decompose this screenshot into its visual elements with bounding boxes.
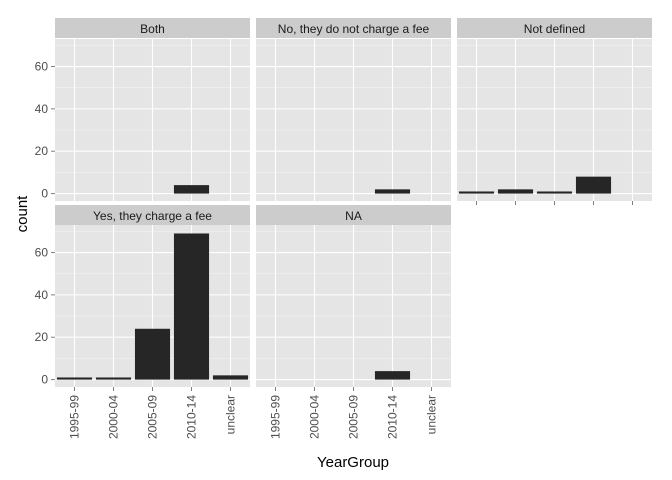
facet-strip-label: Yes, they charge a fee [93, 209, 212, 223]
y-tick-label: 20 [35, 144, 49, 158]
x-tick-label: 2005-09 [347, 395, 361, 439]
facet-panels: Both No, they do not charge a fee Not defi… [55, 18, 652, 387]
bar [374, 189, 411, 194]
x-tick-label: 2000-04 [308, 395, 322, 439]
facet-panel: Yes, they charge a fee [55, 205, 250, 387]
facet-panel: Not defined [457, 18, 652, 201]
facet-strip-label: Not defined [524, 22, 585, 36]
bar [173, 185, 210, 194]
x-tick-label: 1995-99 [68, 395, 82, 439]
y-tick-label: 40 [35, 288, 49, 302]
bar [458, 191, 495, 194]
facet-strip-label: NA [345, 209, 362, 223]
bar [173, 233, 210, 380]
bar [134, 328, 171, 380]
x-tick-label: 1995-99 [269, 395, 283, 439]
facet-strip [256, 205, 451, 225]
x-tick-label: unclear [425, 395, 439, 434]
y-tick-label: 60 [35, 246, 49, 260]
x-tick-label: 2005-09 [146, 395, 160, 439]
y-tick-label: 60 [35, 60, 49, 74]
y-tick-label: 40 [35, 102, 49, 116]
facet-panel: No, they do not charge a fee [256, 18, 451, 201]
x-axes: 1995-99 2000-04 2005-09 2010-14 unclear 1995-… [68, 201, 633, 439]
y-axis-title: count [14, 195, 31, 233]
facet-panel: NA [256, 205, 451, 387]
bar [497, 189, 534, 194]
facet-panel: Both [55, 18, 250, 201]
bar [374, 371, 411, 380]
bar [56, 377, 93, 380]
y-tick-label: 0 [41, 373, 48, 387]
x-tick-label: 2010-14 [185, 395, 199, 439]
facet-strip [256, 18, 451, 38]
x-tick-label: 2010-14 [386, 395, 400, 439]
facet-strip-label: Both [140, 22, 165, 36]
y-tick-label: 20 [35, 330, 49, 344]
bar [95, 377, 132, 380]
facet-strip [55, 18, 250, 38]
x-tick-label: 2000-04 [107, 395, 121, 439]
facet-strip-label: No, they do not charge a fee [278, 22, 430, 36]
facet-strip [457, 18, 652, 38]
y-tick-label: 0 [41, 187, 48, 201]
x-axis-title: YearGroup [317, 454, 389, 471]
bar [212, 375, 249, 380]
x-tick-label: unclear [224, 395, 238, 434]
bar [536, 191, 573, 194]
y-axes: 0 20 40 60 0 20 40 60 [35, 60, 55, 387]
facet-strip [55, 205, 250, 225]
bar [575, 176, 612, 194]
